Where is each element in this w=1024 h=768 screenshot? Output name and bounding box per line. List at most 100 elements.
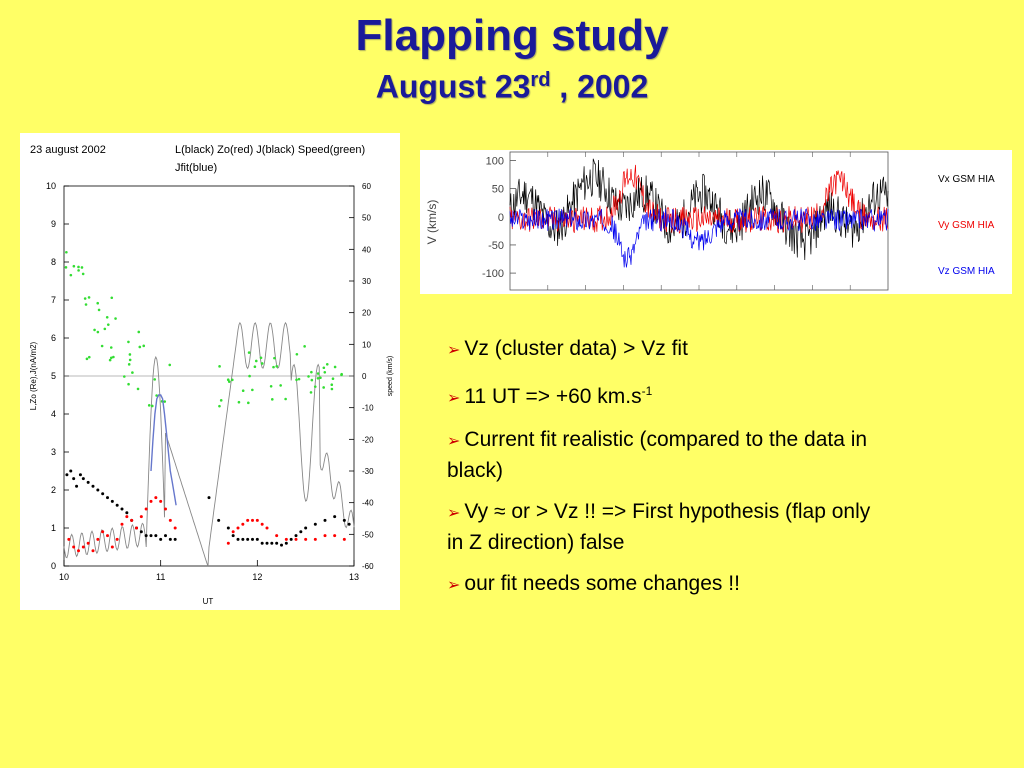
- series-zo-point: [125, 515, 129, 519]
- bullet-arrow-icon: ➢: [447, 577, 461, 594]
- speed-point: [110, 296, 114, 300]
- series-zo-point: [323, 534, 327, 538]
- speed-point: [109, 346, 113, 349]
- speed-point: [93, 328, 96, 332]
- y2-tick-label: 40: [362, 245, 371, 254]
- speed-point: [241, 389, 245, 392]
- series-l-point: [86, 480, 90, 484]
- series-l-point: [65, 473, 69, 477]
- series-l-point: [313, 522, 317, 526]
- series-zo-point: [265, 526, 269, 530]
- speed-point: [319, 376, 322, 380]
- y2-axis-label: speed (km/s): [387, 356, 394, 396]
- series-zo-point: [86, 541, 90, 545]
- series-zo-point: [275, 534, 279, 538]
- series-l-point: [236, 537, 240, 541]
- series-l-point: [72, 477, 76, 481]
- x-tick-label: 13: [349, 572, 359, 582]
- speed-point: [254, 359, 258, 363]
- slide-title: Flapping study: [355, 11, 669, 60]
- series-l-point: [231, 534, 235, 538]
- series-l-point: [342, 518, 346, 522]
- bullet-item: ➢ Current fit realistic (compared to the …: [447, 425, 877, 485]
- y2-tick-label: -10: [362, 404, 374, 413]
- series-l-point: [323, 518, 327, 522]
- series-l-point: [270, 541, 274, 545]
- series-l-point: [69, 469, 73, 473]
- speed-point: [284, 397, 287, 401]
- legend-vx: Vx GSM HIA: [938, 174, 995, 185]
- speed-point: [253, 365, 257, 368]
- speed-point: [106, 323, 110, 326]
- series-l-point: [304, 526, 308, 530]
- speed-point: [136, 387, 140, 391]
- velocity-chart: 100 50 0 -50 -100 V (km/s) Vx GSM HIA Vy GSM…: [420, 150, 1012, 294]
- y2-tick-label: 60: [362, 182, 371, 191]
- flapping-fit-chart: 23 august 2002 L(black) Zo(red) J(black)…: [20, 133, 400, 610]
- speed-point: [127, 363, 131, 366]
- series-zo-point: [304, 537, 308, 541]
- speed-point: [100, 344, 104, 348]
- series-l-point: [333, 515, 337, 519]
- bullet-text: Vy ≈ or > Vz !! => First hypothesis (fla…: [447, 500, 871, 554]
- speed-point: [80, 266, 84, 269]
- speed-point: [128, 353, 132, 356]
- bullet-item: ➢ our fit needs some changes !!: [447, 569, 877, 600]
- speed-point: [127, 340, 130, 344]
- speed-point: [97, 308, 101, 312]
- series-l-point: [75, 484, 79, 488]
- series-l-point: [241, 537, 245, 541]
- y2-tick-label: 50: [362, 214, 371, 223]
- speed-point: [153, 378, 157, 381]
- speed-point: [105, 315, 109, 319]
- slide-title-block: Flapping study August 23rd , 2002: [0, 12, 1024, 107]
- speed-point: [323, 370, 327, 374]
- speed-point: [138, 345, 142, 349]
- velocity-y-tick-label: -50: [488, 240, 504, 252]
- speed-point: [248, 374, 251, 378]
- y-tick-label: 1: [51, 523, 56, 533]
- y-tick-label: 0: [51, 561, 56, 571]
- series-l-point: [154, 534, 158, 538]
- y-tick-label: 2: [51, 485, 56, 495]
- speed-point: [260, 362, 264, 365]
- speed-point: [295, 352, 299, 356]
- series-l-point: [149, 534, 153, 538]
- speed-point: [127, 382, 130, 386]
- x-tick-label: 11: [156, 572, 165, 582]
- speed-point: [273, 356, 276, 360]
- series-zo-point: [159, 499, 163, 503]
- speed-point: [251, 388, 254, 392]
- velocity-series-line: [509, 158, 889, 261]
- y2-tick-label: -40: [362, 499, 374, 508]
- series-l-point: [120, 507, 124, 511]
- series-j-line: [63, 321, 355, 567]
- series-zo-point: [149, 499, 153, 503]
- speed-point: [96, 301, 100, 305]
- speed-point: [218, 365, 221, 368]
- speed-point: [330, 383, 334, 387]
- series-l-point: [173, 537, 177, 541]
- speed-point: [237, 400, 241, 404]
- speed-point: [247, 401, 250, 405]
- y2-tick-label: 20: [362, 309, 371, 318]
- series-l-point: [144, 534, 148, 538]
- velocity-y-label: V (km/s): [425, 200, 439, 245]
- series-zo-point: [67, 537, 71, 541]
- speed-point: [65, 250, 68, 254]
- velocity-chart-background: [420, 150, 1012, 294]
- speed-point: [85, 357, 89, 361]
- bullet-sup: -1: [641, 384, 653, 398]
- y-tick-label: 5: [51, 371, 56, 381]
- series-l-point: [106, 496, 109, 500]
- subtitle-prefix: August 23: [375, 68, 531, 105]
- speed-point: [310, 378, 314, 382]
- bullet-arrow-icon: ➢: [447, 433, 461, 450]
- bullet-text: 11 UT => +60 km.s: [464, 385, 642, 408]
- speed-point: [168, 363, 172, 367]
- speed-point: [77, 269, 80, 272]
- series-l-point: [115, 503, 119, 507]
- speed-point: [72, 264, 76, 268]
- bullet-arrow-icon: ➢: [447, 342, 461, 359]
- speed-point: [269, 384, 273, 388]
